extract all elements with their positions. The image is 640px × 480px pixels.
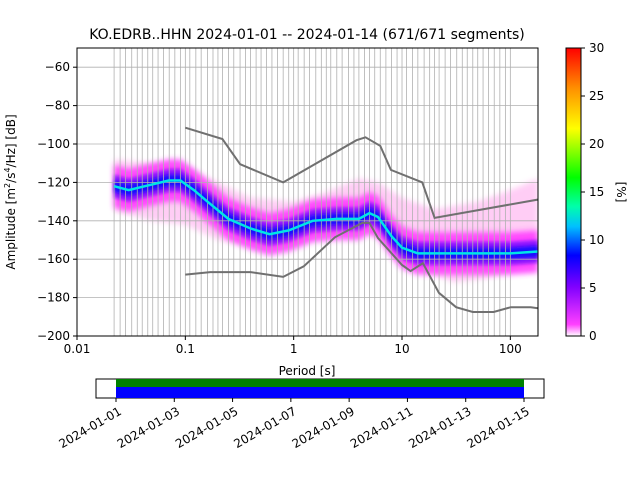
y-tick-label: −140 [37, 214, 70, 228]
chart-title: KO.EDRB..HHN 2024-01-01 -- 2024-01-14 (6… [89, 27, 525, 43]
colorbar-label: [%] [614, 182, 628, 203]
x-tick-label: 10 [394, 342, 409, 356]
colorbar-tick-label: 30 [589, 41, 604, 55]
colorbar-tick-label: 15 [589, 185, 604, 199]
timeline-tick-label: 2024-01-07 [231, 404, 298, 451]
psd-plot: 0.01 0.1 1 10 100 −60 −80 −100 −120 −140 −160 −180… [3, 47, 539, 378]
x-tick-label: 0.01 [64, 342, 91, 356]
colorbar-tick-label: 25 [589, 89, 604, 103]
timeline-tick-label: 2024-01-13 [406, 404, 473, 451]
y-tick-label: −80 [45, 99, 70, 113]
colorbar-gradient [565, 47, 582, 337]
y-ticks: −60 −80 −100 −120 −140 −160 −180 −200 [37, 60, 77, 343]
y-axis-label: Amplitude [m2/s4/Hz] [dB] [3, 114, 18, 269]
timeline-tick-label: 2024-01-09 [290, 404, 357, 451]
timeline-used-bar [116, 379, 524, 387]
x-gridlines [113, 48, 511, 336]
timeline-coverage-bar [116, 387, 524, 398]
x-tick-label: 1 [290, 342, 298, 356]
timeline-tick-label: 2024-01-15 [464, 404, 531, 451]
colorbar-tick-label: 5 [589, 281, 597, 295]
y-tick-label: −180 [37, 291, 70, 305]
timeline-tick-label: 2024-01-05 [173, 404, 240, 451]
timeline-tick-label: 2024-01-01 [56, 404, 123, 451]
timeline-ticks: 2024-01-012024-01-032024-01-052024-01-07… [56, 398, 532, 451]
y-gridlines [77, 66, 538, 337]
nhnm-curve [185, 126, 538, 220]
x-tick-label: 100 [499, 342, 522, 356]
noise-model-curves [113, 126, 538, 313]
x-tick-label: 0.1 [176, 342, 195, 356]
timeline-tick-label: 2024-01-03 [115, 404, 182, 451]
data-coverage-timeline: 2024-01-012024-01-032024-01-052024-01-07… [56, 378, 545, 451]
plot-frame [76, 47, 539, 337]
colorbar-tick-label: 10 [589, 233, 604, 247]
colorbar-tick-label: 0 [589, 329, 597, 343]
x-ticks: 0.01 0.1 1 10 100 [64, 336, 522, 356]
colorbar-ticks: 0 5 10 15 20 25 30 [581, 41, 604, 343]
nlnm-curve [185, 221, 538, 313]
y-tick-label: −60 [45, 60, 70, 74]
y-tick-label: −120 [37, 175, 70, 189]
x-axis-label: Period [s] [279, 364, 336, 378]
timeline-tick-label: 2024-01-11 [348, 404, 415, 451]
mode-curve [113, 179, 538, 255]
y-tick-label: −100 [37, 137, 70, 151]
colorbar: 0 5 10 15 20 25 30 [%] [565, 41, 628, 343]
y-tick-label: −160 [37, 252, 70, 266]
y-tick-label: −200 [37, 329, 70, 343]
colorbar-tick-label: 20 [589, 137, 604, 151]
